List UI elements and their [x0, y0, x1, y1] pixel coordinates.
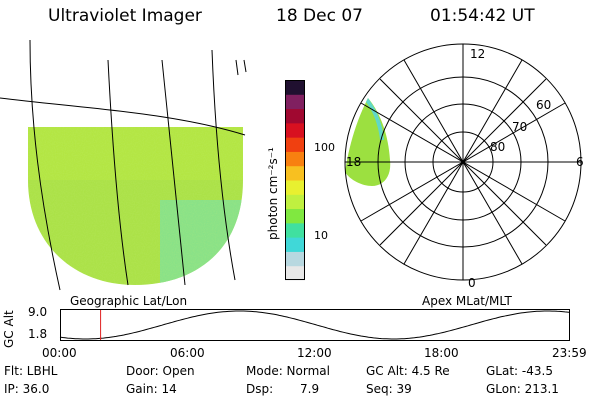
colorbar-segment	[285, 237, 305, 252]
colorbar-segment	[285, 137, 305, 152]
sequence-info: Seq: 39	[366, 382, 412, 396]
colorbar-segment	[285, 180, 305, 195]
colorbar-segment	[285, 165, 305, 181]
timeline-tick-0600: 06:00	[170, 346, 205, 360]
mlt-label-18: 18	[346, 155, 362, 169]
colorbar-segment	[285, 222, 305, 238]
date-label: 18 Dec 07	[276, 6, 363, 26]
colorbar-segment	[285, 122, 305, 138]
mode-info: Mode: Normal	[246, 364, 330, 378]
colorbar-segment	[285, 108, 305, 124]
dsp-label: Dsp:	[246, 382, 274, 396]
colorbar-segment	[285, 80, 305, 95]
time-label: 01:54:42 UT	[430, 6, 535, 26]
mlt-label-0: 0	[468, 276, 476, 290]
polar-plot	[344, 43, 582, 281]
geo-panel-label: Geographic Lat/Lon	[70, 294, 188, 308]
polar-aurora	[345, 98, 391, 186]
mlat-label-80: 80	[490, 140, 506, 154]
colorbar	[285, 80, 305, 281]
aurora-image	[28, 127, 243, 285]
geographic-image	[0, 39, 247, 291]
timeline-tick-1800: 18:00	[424, 346, 459, 360]
colorbar-segment	[285, 208, 305, 224]
gc-altitude-info: GC Alt: 4.5 Re	[366, 364, 450, 378]
colorbar-tick-100: 100	[314, 141, 335, 154]
gain-info: Gain: 14	[126, 382, 177, 396]
mlat-label-70: 70	[512, 120, 528, 134]
geo-latitude-info: GLat: -43.5	[486, 364, 553, 378]
colorbar-segment	[285, 265, 305, 281]
colorbar-tick-10: 10	[314, 229, 328, 242]
polar-panel-label: Apex MLat/MLT	[422, 294, 512, 308]
timeline-tick-0000: 00:00	[42, 346, 77, 360]
colorbar-segment	[285, 194, 305, 210]
colorbar-segment	[285, 251, 305, 267]
timeline-plot	[59, 309, 571, 341]
timeline-ymin: 1.8	[28, 327, 48, 341]
colorbar-gradient	[285, 80, 305, 281]
mlt-label-12: 12	[470, 47, 486, 61]
timeline-ymax: 9.0	[28, 305, 48, 319]
colorbar-unit-label: photon cm⁻²s⁻¹	[266, 147, 280, 240]
door-info: Door: Open	[126, 364, 195, 378]
mlat-label-60: 60	[536, 98, 552, 112]
colorbar-segment	[285, 151, 305, 167]
longitude-lines	[0, 39, 247, 291]
geo-longitude-info: GLon: 213.1	[486, 382, 559, 396]
dsp-value: 7.9	[300, 382, 320, 396]
timeline-tick-2359: 23:59	[552, 346, 587, 360]
timeline-ylabel: GC Alt	[2, 310, 16, 348]
mlt-label-6: 6	[576, 155, 584, 169]
altitude-curve	[59, 310, 571, 340]
ip-info: IP: 36.0	[4, 382, 50, 396]
timeline-tick-1200: 12:00	[297, 346, 332, 360]
filter-info: Flt: LBHL	[4, 364, 58, 378]
instrument-title: Ultraviolet Imager	[48, 6, 202, 26]
colorbar-segment	[285, 94, 305, 110]
